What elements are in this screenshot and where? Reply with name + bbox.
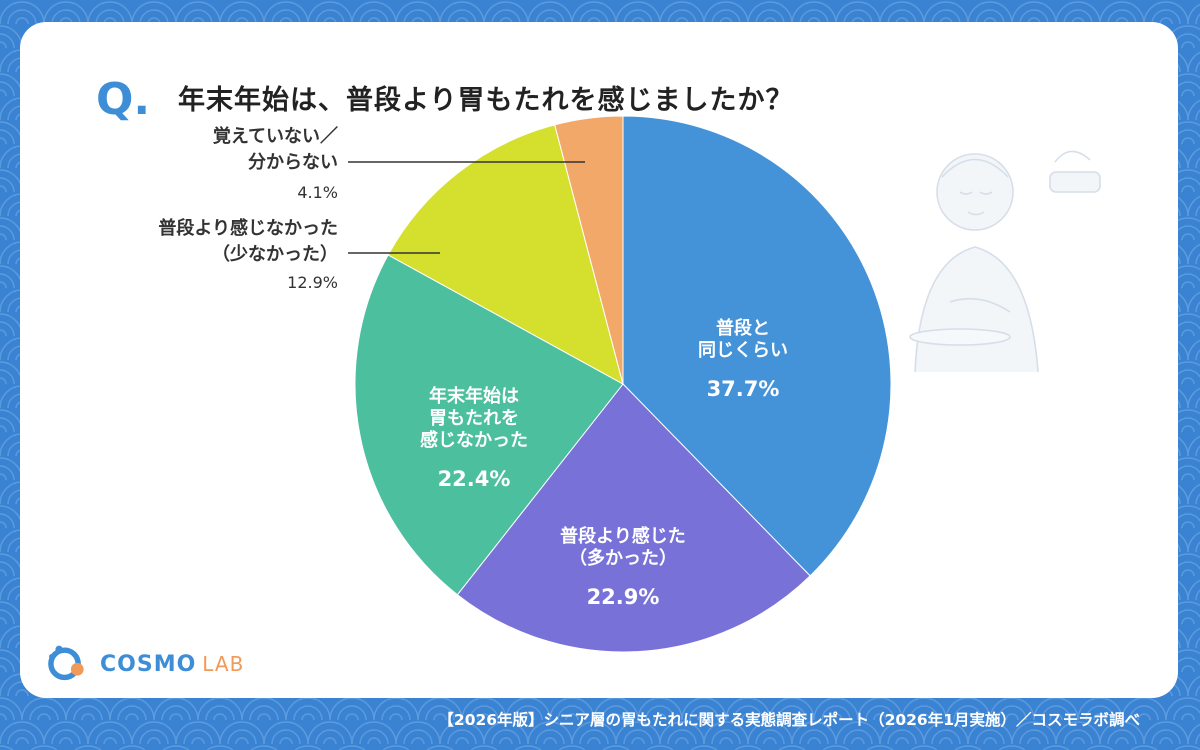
source-footer: 【2026年版】シニア層の胃もたれに関する実態調査レポート（2026年1月実施）… <box>438 711 1140 729</box>
slice-label-2-line-2: 感じなかった <box>420 429 528 451</box>
slice-label-4-line-1: 分からない <box>248 152 338 173</box>
slice-label-0-line-1: 同じくらい <box>698 340 788 361</box>
pie-slice-2 <box>354 254 624 596</box>
logo-main-text: COSMO <box>100 652 197 677</box>
question-mark-label: Q. <box>96 74 151 125</box>
slice-label-2-line-1: 胃もたれを <box>429 408 519 429</box>
question-title: 年末年始は、普段より胃もたれを感じましたか？ <box>178 85 794 116</box>
logo-wordmark: COSMO LAB <box>100 652 244 677</box>
slice-percent-0: 37.7% <box>707 377 780 401</box>
slice-label-0-line-0: 普段と <box>716 317 770 339</box>
slice-label-2-line-0: 年末年始は <box>429 385 519 407</box>
slice-label-1-line-0: 普段より感じた <box>560 525 686 547</box>
slice-label-4-line-0: 覚えていない／ <box>213 125 338 147</box>
slice-percent-1: 22.9% <box>587 585 660 609</box>
slice-label-3-line-1: （少なかった） <box>212 244 338 265</box>
logo-sub-text: LAB <box>202 652 245 676</box>
slice-label-1-line-1: （多かった） <box>569 547 677 569</box>
slice-label-3-line-0: 普段より感じなかった <box>158 217 338 239</box>
cosmo-lab-logo-icon <box>48 645 84 681</box>
chart-card: Q. 年末年始は、普段より胃もたれを感じましたか？ 普段と 同じくらい 37.7% 普… <box>20 22 1178 698</box>
pie-slice-1 <box>456 383 811 653</box>
pie-slice-4 <box>554 115 624 385</box>
slice-percent-2: 22.4% <box>438 467 511 491</box>
pie-slice-0 <box>622 115 892 577</box>
senior-illustration <box>909 150 1101 373</box>
slice-percent-3: 12.9% <box>287 273 338 292</box>
slice-percent-4: 4.1% <box>297 183 338 202</box>
pie-slice-3 <box>387 124 624 385</box>
